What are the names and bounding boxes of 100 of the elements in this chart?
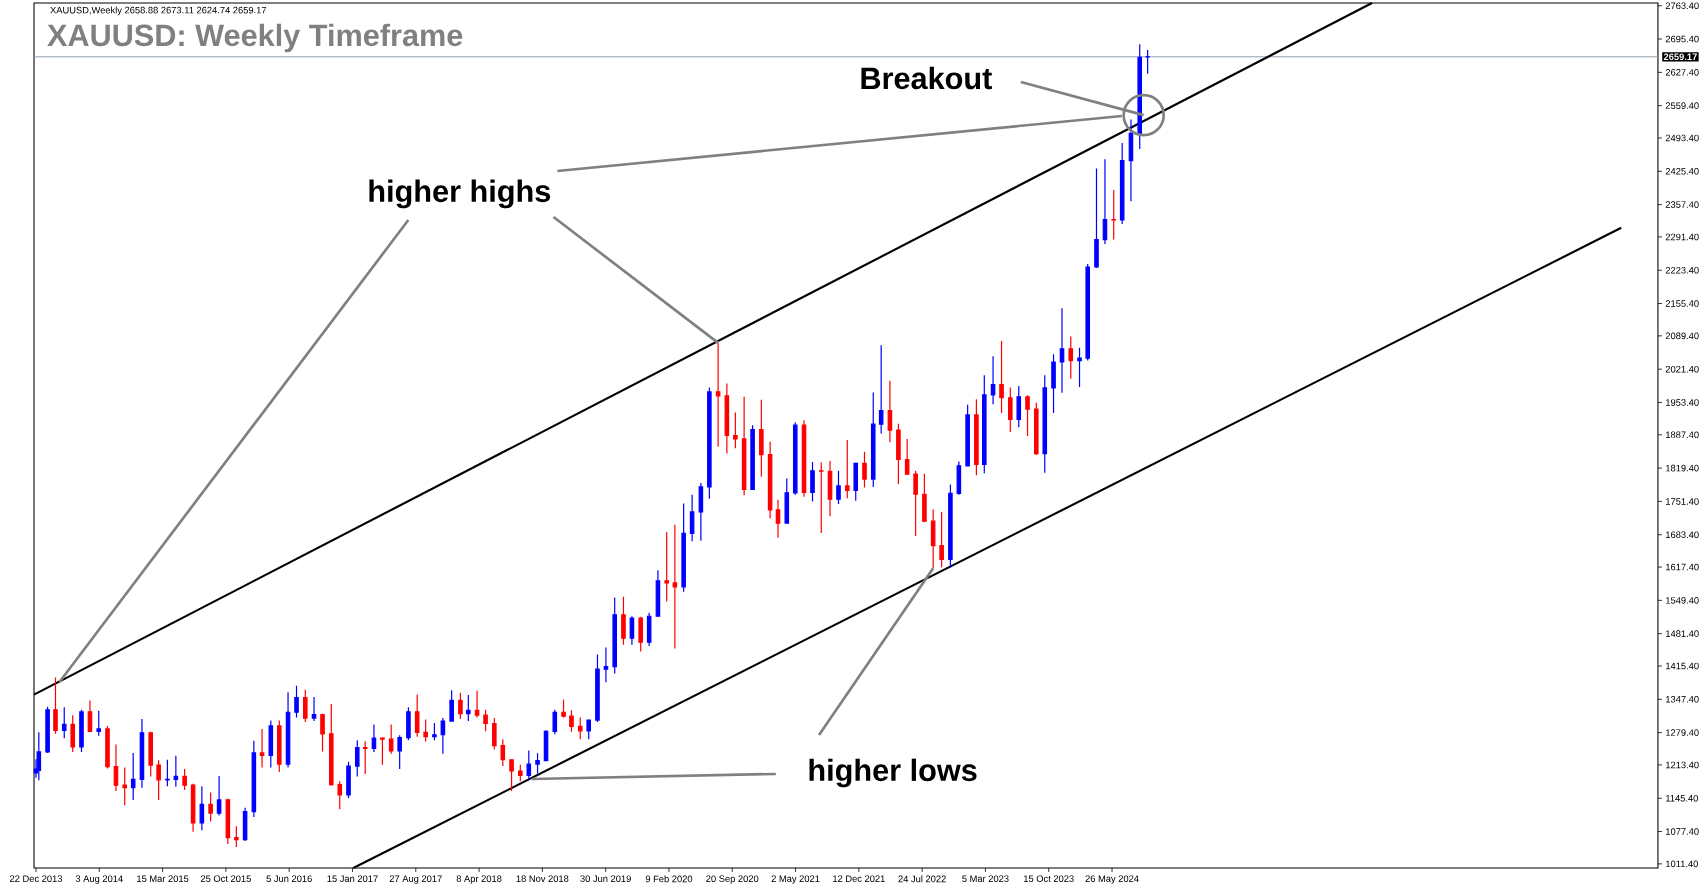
x-tick-label: 5 Mar 2023 [962,875,1009,882]
candlestick [148,731,154,777]
candlestick [569,709,574,733]
candlestick [724,382,730,455]
candlestick [990,355,996,405]
candlestick [354,739,360,777]
candlestick [948,483,953,569]
candlestick [1137,43,1143,150]
candlestick [672,524,678,650]
x-tick-label: 18 Nov 2018 [516,875,569,882]
candlestick [1051,353,1056,414]
candlestick [621,596,626,646]
candlestick [930,508,936,569]
candlestick [853,461,859,502]
candlestick [655,569,661,617]
candlestick [225,797,231,845]
annotation: XAUUSD,Weekly 2658.88 2673.11 2624.74 2659.17 [50,6,267,16]
candlestick [449,689,454,723]
x-tick-label: 25 Oct 2015 [200,875,251,882]
candlestick [1008,386,1013,433]
candlestick [603,646,609,683]
x-tick-label: 12 Dec 2021 [833,875,885,882]
candlestick [1034,402,1039,456]
candlestick [294,685,299,719]
candlestick [70,714,76,753]
y-tick-label: 2627.40 [1665,69,1699,76]
candlestick [792,421,798,496]
candlestick [87,699,93,732]
candlestick [870,391,876,488]
candlestick [836,470,841,505]
ref-line-label: 2659.17 [1663,53,1697,61]
text: XAUUSD: Weekly Timeframe [47,23,463,53]
candlestick [397,734,402,770]
x-tick-label: 22 Dec 2013 [9,875,63,882]
candlestick [552,709,558,735]
candlestick [285,691,291,769]
candlestick [156,759,161,801]
candlestick [130,752,136,801]
candlestick [1059,307,1065,394]
candlestick [922,473,927,523]
y-tick-label: 1481.40 [1666,630,1699,637]
candlestick [982,374,987,474]
y-tick-label: 1549.40 [1666,597,1699,604]
candlestick [1119,142,1125,225]
candlestick [646,612,652,647]
y-tick-label: 1617.40 [1666,563,1699,571]
candlestick [61,706,67,739]
candlestick [259,728,265,769]
candlestick [509,759,514,792]
candlestick [827,460,833,517]
candlestick [629,615,635,646]
candlestick [638,616,643,653]
candlestick [276,719,282,773]
candlestick [715,342,721,448]
candlestick [406,706,411,741]
candlestick [36,731,42,781]
candlestick [190,783,196,833]
candlestick [698,482,704,542]
candlestick [320,713,325,753]
candlestick [844,439,850,499]
candlestick [423,718,428,743]
candlestick [664,531,669,603]
candlestick [965,404,970,467]
x-tick-label: 15 Mar 2015 [137,875,189,882]
candlestick [1042,374,1048,474]
candlestick [561,698,566,719]
x-tick-label: 27 Aug 2017 [389,875,442,884]
y-tick-label: 1279.40 [1666,729,1699,736]
y-tick-label: 1415.40 [1666,662,1699,670]
candlestick [862,451,867,489]
x-tick-label: 3 Aug 2014 [75,875,123,884]
candlestick [234,825,239,848]
candlestick [268,719,274,769]
candlestick [500,738,506,767]
y-tick-label: 2357.40 [1665,201,1699,208]
candlestick [999,340,1004,414]
y-tick-label: 1887.40 [1666,431,1699,439]
candlestick [775,499,781,539]
candlestick [689,494,695,542]
x-tick-label: 15 Jan 2017 [327,875,378,882]
x-tick-label: 5 Jun 2016 [266,875,312,882]
candlestick [707,386,712,500]
candlestick [887,380,893,443]
y-tick-label: 2493.40 [1665,134,1699,142]
candlestick [302,689,308,723]
y-tick-label: 1751.40 [1666,498,1699,505]
y-tick-label: 1077.40 [1666,828,1699,835]
candlestick [328,703,334,787]
candlestick [53,676,58,735]
candlestick [371,723,377,753]
candlestick [474,690,480,719]
candlestick [414,694,420,738]
candlestick [483,709,488,732]
candlestick [586,718,591,740]
candlestick [311,696,317,722]
candlestick [939,511,944,568]
annotation: higher lows [809,758,977,788]
candlestick [750,424,755,491]
candlestick [1145,49,1150,75]
y-tick-label: 1683.40 [1666,531,1699,539]
